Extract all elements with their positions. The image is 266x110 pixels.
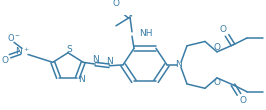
- Text: O: O: [2, 56, 9, 65]
- Text: O: O: [113, 0, 119, 8]
- Text: NH: NH: [139, 29, 152, 38]
- Text: O: O: [214, 43, 221, 52]
- Text: N: N: [176, 60, 182, 69]
- Text: O$^-$: O$^-$: [7, 32, 21, 43]
- Text: N: N: [78, 75, 85, 84]
- Text: S: S: [66, 45, 72, 54]
- Text: O: O: [239, 96, 247, 105]
- Text: N: N: [106, 57, 113, 66]
- Text: N: N: [92, 55, 99, 64]
- Text: O: O: [219, 25, 227, 34]
- Text: O: O: [214, 78, 221, 87]
- Text: N$^+$: N$^+$: [15, 45, 29, 57]
